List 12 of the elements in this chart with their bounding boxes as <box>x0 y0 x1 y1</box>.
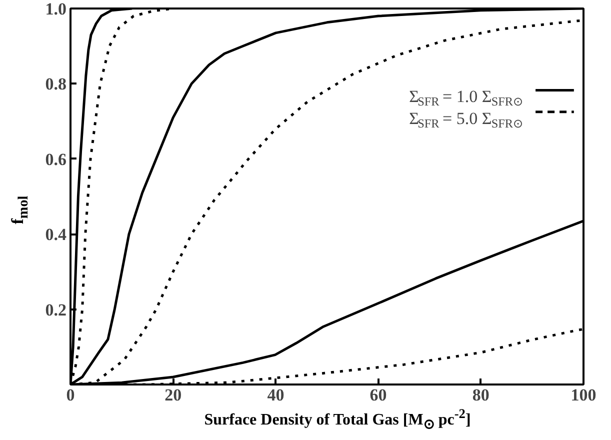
y-tick-label: 0.4 <box>45 225 67 244</box>
x-tick-label: 0 <box>66 386 75 404</box>
x-tick-label: 40 <box>267 386 284 404</box>
y-tick-label: 0.6 <box>45 150 66 169</box>
y-tick-label: 0.8 <box>45 74 66 94</box>
x-tick-label: 60 <box>370 386 387 404</box>
x-axis-title: Surface Density of Total Gas [M$_{⊙}$ pc$^{-2}$] <box>204 405 471 434</box>
y-tick-label: 1.0 <box>45 0 66 18</box>
x-tick-label: 80 <box>472 386 490 404</box>
x-tick-label: 20 <box>164 386 182 404</box>
y-tick-label: 0.2 <box>45 300 66 320</box>
x-tick-label: 100 <box>570 386 596 404</box>
